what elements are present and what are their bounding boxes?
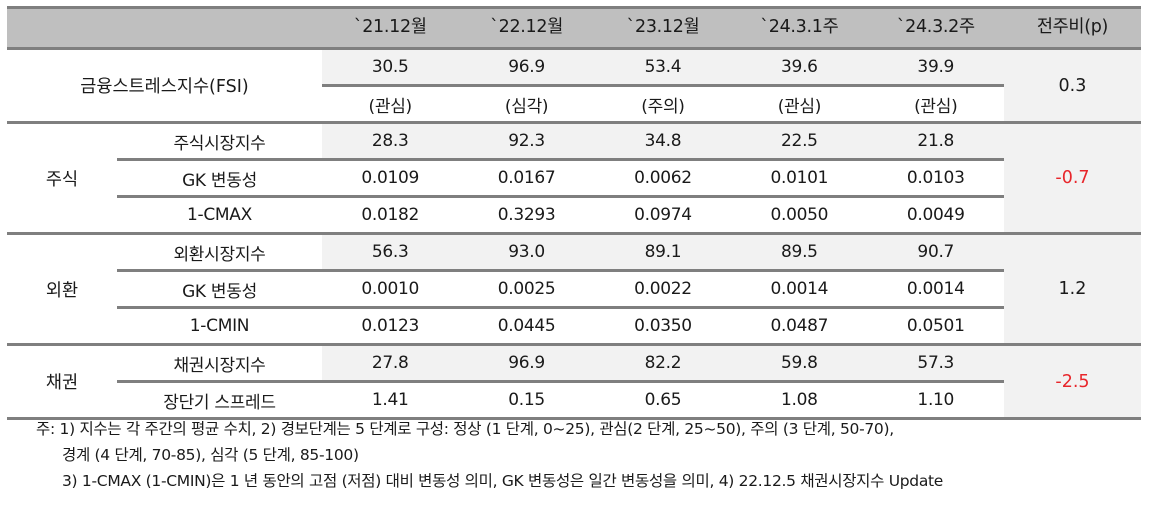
row-label: 주식시장지수 [173, 133, 266, 154]
table-row: GK 변동성 0.0010 0.0025 0.0022 0.0014 0.001… [117, 269, 1004, 306]
fsi-level: (관심) [777, 96, 822, 117]
header-col-change: 전주비(p) [1036, 16, 1109, 37]
table-cell: 0.0014 [770, 279, 829, 299]
table-cell: 0.0050 [770, 205, 829, 225]
table-cell: 56.3 [322, 235, 459, 269]
table-cell: 1.41 [371, 390, 409, 410]
header-col-2403w2: `24.3.2주 [896, 16, 975, 37]
footnotes: 주: 1) 지수는 각 주간의 평균 수치, 2) 경보단계는 5 단계로 구성… [36, 416, 943, 494]
table-cell: 0.0109 [361, 168, 420, 188]
group-category-label: 외환 [45, 280, 79, 301]
fsi-value: 30.5 [371, 57, 409, 77]
table-cell: 59.8 [731, 346, 868, 380]
group-category-label: 주식 [45, 169, 79, 190]
table-cell: 1.08 [781, 390, 818, 410]
header-col-2212: `22.12월 [490, 16, 564, 37]
table-cell: 0.0022 [634, 279, 692, 299]
fsi-value: 96.9 [508, 57, 545, 77]
header-col-2112: `21.12월 [353, 16, 427, 37]
table-cell: 0.0445 [497, 316, 556, 336]
group-change: 1.2 [1003, 235, 1141, 343]
group-bond: 채권 채권시장지수 27.8 96.9 82.2 59.8 57.3 장단기 스… [7, 346, 1141, 420]
table-row: 1-CMIN 0.0123 0.0445 0.0350 0.0487 0.050… [117, 306, 1004, 343]
group-stock: 주식 주식시장지수 28.3 92.3 34.8 22.5 21.8 GK 변동… [7, 124, 1141, 235]
table-row: GK 변동성 0.0109 0.0167 0.0062 0.0101 0.010… [117, 158, 1004, 195]
table-cell: 0.0123 [361, 316, 420, 336]
table-cell: 0.0974 [634, 205, 692, 225]
table-cell: 0.0501 [906, 316, 965, 336]
table-row: 채권시장지수 27.8 96.9 82.2 59.8 57.3 [117, 346, 1004, 380]
table-cell: 0.0014 [906, 279, 965, 299]
header-col-2312: `23.12월 [626, 16, 700, 37]
table-cell: 82.2 [594, 346, 732, 380]
header-blank-subcategory [117, 9, 322, 41]
fsi-change: 0.3 [1003, 50, 1141, 121]
header-col-2403w1: `24.3.1주 [760, 16, 839, 37]
fsi-values-row: 30.5 96.9 53.4 39.6 39.9 [322, 50, 1004, 84]
table-cell: 0.0025 [497, 279, 556, 299]
table-row: 장단기 스프레드 1.41 0.15 0.65 1.08 1.10 [117, 380, 1004, 417]
table-cell: 0.0010 [361, 279, 420, 299]
table-cell: 0.0167 [497, 168, 556, 188]
table-cell: 0.0062 [634, 168, 692, 188]
fsi-level: (심각) [504, 96, 549, 117]
footnote-line-2: 경계 (4 단계, 70-85), 심각 (5 단계, 85-100) [62, 446, 359, 464]
group-change: -2.5 [1003, 346, 1141, 417]
row-label: GK 변동성 [182, 170, 257, 191]
table-cell: 0.3293 [497, 205, 556, 225]
fsi-level: (관심) [914, 96, 958, 117]
row-label: 채권시장지수 [173, 355, 266, 376]
table-cell: 21.8 [867, 124, 1004, 158]
fsi-label: 금융스트레스지수(FSI) [80, 77, 249, 97]
table-header: `21.12월 `22.12월 `23.12월 `24.3.1주 `24.3.2… [7, 6, 1141, 50]
header-blank-category [7, 9, 117, 41]
table-row: 주식시장지수 28.3 92.3 34.8 22.5 21.8 [117, 124, 1004, 158]
group-change: -0.7 [1003, 124, 1141, 232]
table-cell: 22.5 [731, 124, 868, 158]
row-label: GK 변동성 [182, 281, 257, 302]
table-cell: 92.3 [458, 124, 595, 158]
row-label: 외환시장지수 [173, 244, 266, 265]
table-cell: 57.3 [867, 346, 1004, 380]
row-label: 장단기 스프레드 [163, 392, 276, 413]
table-cell: 93.0 [458, 235, 595, 269]
table-cell: 0.0101 [770, 168, 829, 188]
fsi-value: 53.4 [644, 57, 682, 77]
fsi-table: `21.12월 `22.12월 `23.12월 `24.3.1주 `24.3.2… [7, 6, 1141, 420]
fsi-level: (관심) [368, 96, 413, 117]
fsi-row-group: 금융스트레스지수(FSI) 30.5 96.9 53.4 39.6 39.9 (… [7, 50, 1141, 124]
table-cell: 90.7 [867, 235, 1004, 269]
group-fx: 외환 외환시장지수 56.3 93.0 89.1 89.5 90.7 GK 변동… [7, 235, 1141, 346]
table-cell: 0.0049 [906, 205, 965, 225]
table-cell: 89.1 [594, 235, 732, 269]
table-cell: 0.0182 [361, 205, 420, 225]
fsi-value: 39.6 [781, 57, 818, 77]
table-cell: 0.0103 [906, 168, 965, 188]
table-row: 외환시장지수 56.3 93.0 89.1 89.5 90.7 [117, 235, 1004, 269]
table-cell: 28.3 [322, 124, 459, 158]
fsi-value: 39.9 [917, 57, 955, 77]
table-cell: 96.9 [458, 346, 595, 380]
footnote-line-3: 3) 1-CMAX (1-CMIN)은 1 년 동안의 고점 (저점) 대비 변… [62, 472, 944, 490]
group-category-label: 채권 [45, 373, 79, 393]
row-label: 1-CMAX [187, 205, 252, 225]
table-cell: 1.10 [917, 390, 955, 410]
table-cell: 0.15 [508, 390, 545, 410]
footnote-line-1: 주: 1) 지수는 각 주간의 평균 수치, 2) 경보단계는 5 단계로 구성… [36, 420, 894, 438]
table-row: 1-CMAX 0.0182 0.3293 0.0974 0.0050 0.004… [117, 195, 1004, 232]
fsi-levels-row: (관심) (심각) (주의) (관심) (관심) [322, 84, 1004, 121]
table-cell: 27.8 [322, 346, 459, 380]
table-cell: 34.8 [594, 124, 732, 158]
row-label: 1-CMIN [189, 316, 250, 336]
table-cell: 0.0350 [634, 316, 692, 336]
table-cell: 89.5 [731, 235, 868, 269]
table-cell: 0.0487 [770, 316, 829, 336]
table-cell: 0.65 [644, 390, 682, 410]
fsi-level: (주의) [641, 96, 685, 117]
